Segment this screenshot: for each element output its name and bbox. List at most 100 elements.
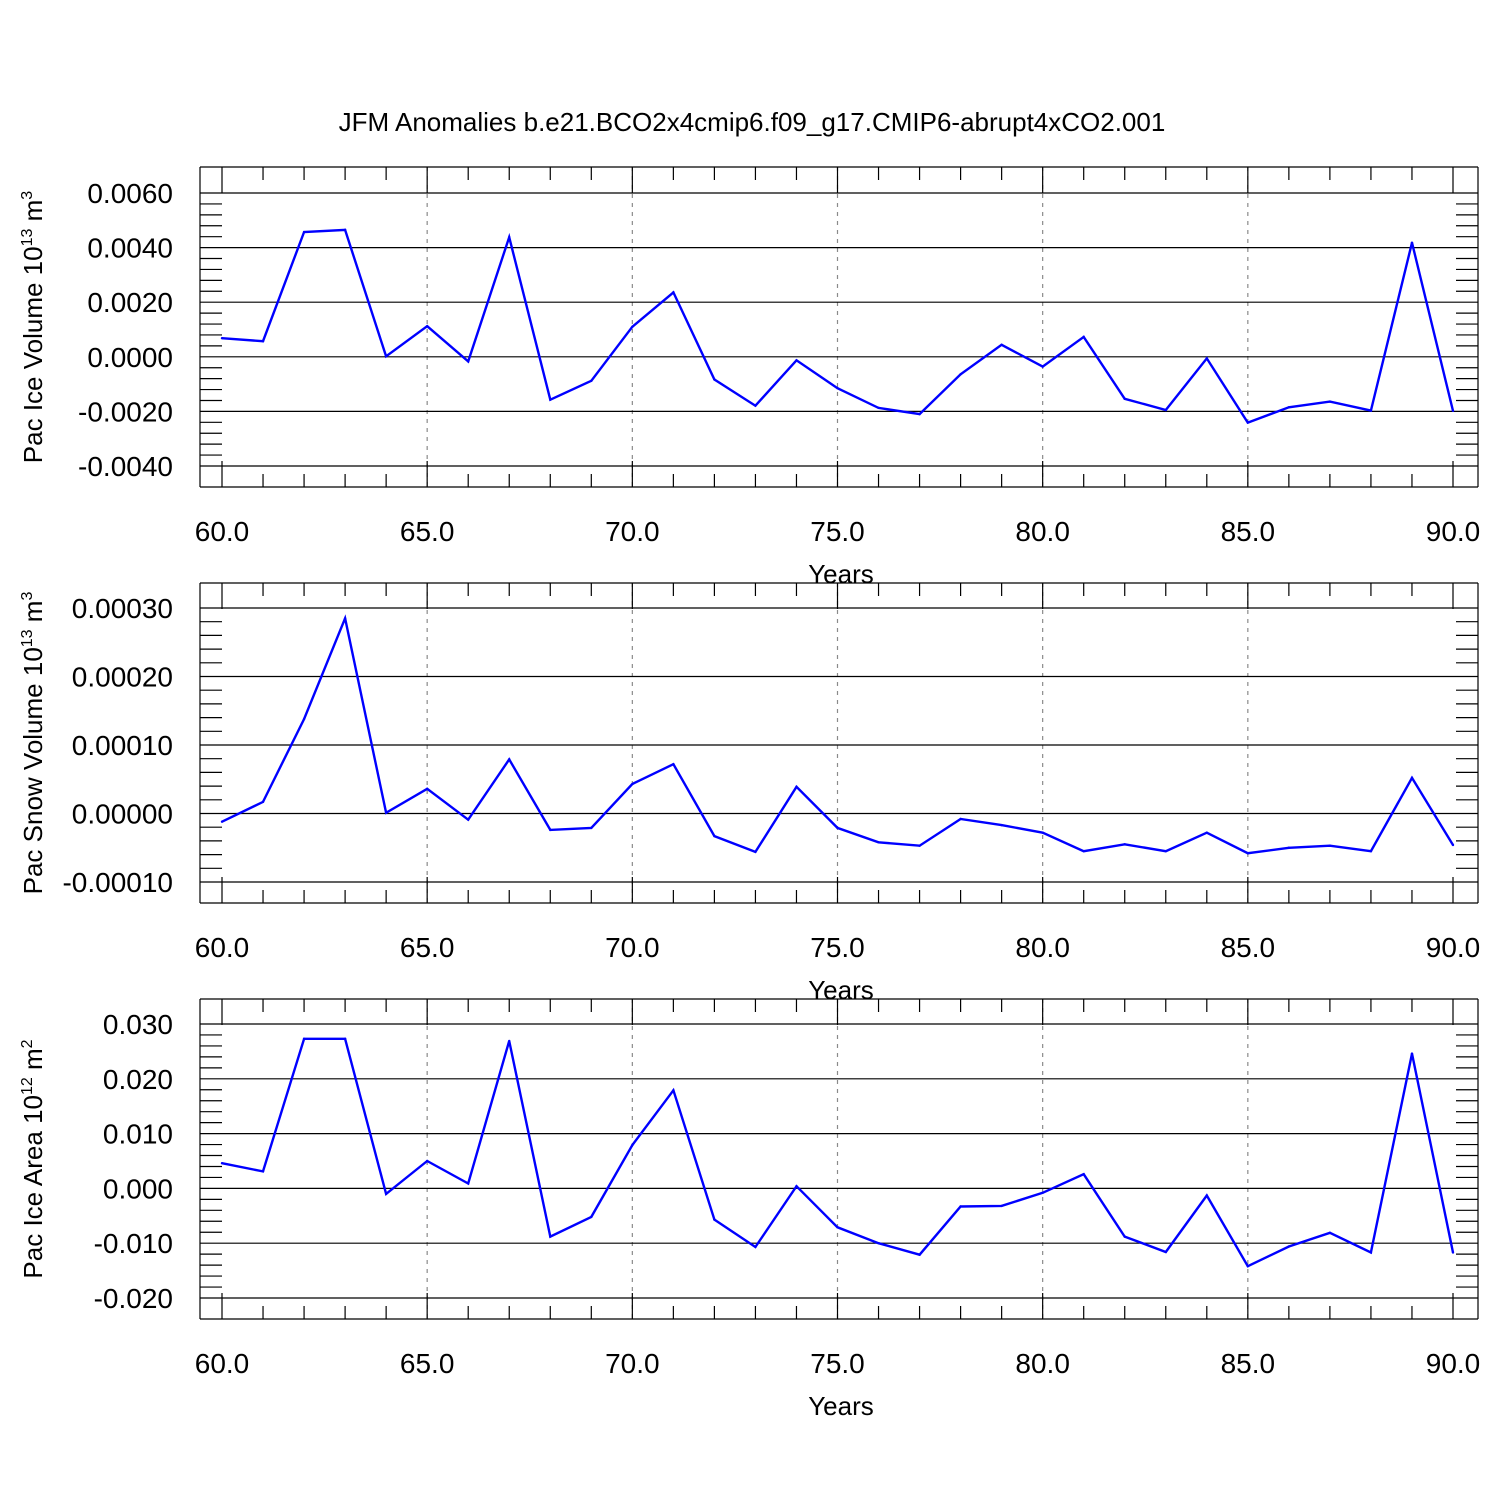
data-point <box>754 850 757 854</box>
data-point <box>713 1218 716 1221</box>
data-point <box>508 758 511 761</box>
data-point <box>1123 1235 1126 1238</box>
x-tick-label: 90.0 <box>1426 516 1481 547</box>
data-point <box>754 404 757 407</box>
data-point <box>1451 409 1455 413</box>
data-point <box>918 412 921 416</box>
data-point <box>261 800 265 804</box>
data-point <box>1410 1052 1414 1055</box>
y-tick-label: 0.010 <box>103 1119 173 1150</box>
y-tick-label: 0.0020 <box>87 287 173 318</box>
data-point <box>1205 1194 1209 1197</box>
data-point <box>1410 776 1414 780</box>
data-point <box>1041 365 1044 368</box>
data-point <box>220 1161 224 1165</box>
data-point <box>343 1037 347 1040</box>
data-point <box>754 1245 757 1249</box>
x-tick-label: 80.0 <box>1015 516 1070 547</box>
data-point <box>713 834 716 838</box>
data-point <box>877 841 880 844</box>
data-point <box>672 762 675 766</box>
y-axis-label: Pac Snow Volume 1013 m3 <box>18 592 48 895</box>
data-point <box>1082 849 1085 853</box>
y-tick-label: 0.000 <box>103 1173 173 1204</box>
x-tick-label: 60.0 <box>195 516 250 547</box>
data-point <box>1164 849 1167 853</box>
x-tick-label: 65.0 <box>400 1348 455 1379</box>
data-point <box>631 782 634 786</box>
data-point <box>261 340 265 343</box>
data-point <box>1164 408 1167 412</box>
data-point <box>1287 1245 1291 1248</box>
data-point <box>467 1182 470 1185</box>
y-tick-label: 0.00020 <box>72 662 173 693</box>
data-point <box>590 826 593 830</box>
data-point <box>302 1037 306 1040</box>
data-point <box>549 398 552 401</box>
x-axis-label: Years <box>808 559 874 589</box>
y-tick-label: 0.00000 <box>72 799 173 830</box>
data-point <box>1410 241 1414 244</box>
x-tick-label: 70.0 <box>605 1348 660 1379</box>
data-point <box>1000 1204 1003 1208</box>
data-point <box>1123 843 1126 846</box>
data-point <box>1205 357 1209 360</box>
data-point <box>959 373 962 376</box>
data-point <box>959 817 962 821</box>
data-point <box>1369 409 1373 412</box>
data-point <box>1082 1172 1085 1176</box>
chart-panel-2: -0.00010 0.00000 0.00010 0.00020 0.00030 60.0… <box>18 582 1480 1005</box>
data-point <box>302 717 306 721</box>
y-axis-label: Pac Ice Area 1012 m2 <box>18 1039 48 1278</box>
data-point <box>302 230 306 234</box>
y-tick-label: 0.00030 <box>72 593 173 624</box>
data-point <box>1328 400 1332 403</box>
data-point <box>508 1039 511 1043</box>
data-point <box>384 811 388 815</box>
data-point <box>1369 1251 1373 1254</box>
y-tick-label: -0.020 <box>94 1283 173 1314</box>
data-point <box>1000 343 1003 346</box>
data-point <box>631 325 634 328</box>
data-point <box>795 1185 798 1188</box>
x-tick-label: 80.0 <box>1015 1348 1070 1379</box>
data-point <box>877 406 880 410</box>
data-point <box>508 236 511 239</box>
chart-panel-3: -0.020 -0.010 0.000 0.010 0.020 0.030 60.0 65.0… <box>18 998 1480 1421</box>
data-point <box>1246 421 1250 424</box>
data-point <box>1451 843 1455 847</box>
x-tick-label: 75.0 <box>810 1348 865 1379</box>
x-axis-label: Years <box>808 975 874 1005</box>
data-point <box>1123 397 1126 401</box>
data-point <box>631 1143 634 1147</box>
data-point <box>384 355 388 358</box>
data-point <box>467 360 470 363</box>
data-point <box>918 1253 921 1256</box>
y-tick-label: 0.020 <box>103 1064 173 1095</box>
data-point <box>1246 852 1250 855</box>
data-point <box>836 1226 839 1229</box>
x-tick-label: 85.0 <box>1221 932 1276 963</box>
data-point <box>1205 831 1209 834</box>
y-tick-label: 0.030 <box>103 1009 173 1040</box>
y-tick-label: -0.0040 <box>78 451 173 482</box>
data-point <box>1287 846 1291 849</box>
x-tick-label: 65.0 <box>400 516 455 547</box>
data-point <box>1287 406 1291 409</box>
data-point <box>672 1089 675 1092</box>
data-point <box>836 826 839 830</box>
data-point <box>1369 849 1373 853</box>
data-point <box>1041 831 1044 834</box>
y-tick-label: 0.00010 <box>72 730 173 761</box>
data-point <box>590 379 593 383</box>
data-point <box>672 291 675 294</box>
x-tick-label: 70.0 <box>605 932 660 963</box>
data-point <box>549 828 552 832</box>
y-axis-label: Pac Ice Volume 1013 m3 <box>18 191 48 464</box>
x-axis-label: Years <box>808 1391 874 1421</box>
data-point <box>467 818 470 821</box>
data-point <box>918 844 921 847</box>
data-point <box>836 386 839 390</box>
